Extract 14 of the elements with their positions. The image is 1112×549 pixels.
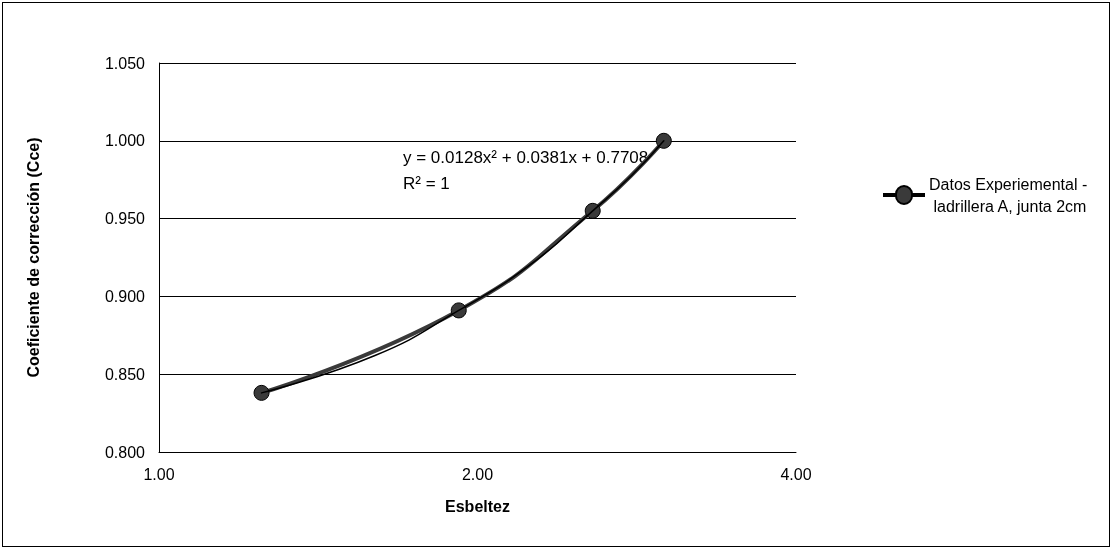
legend-label: Datos Experiemental - ladrillera A, junta 2cm (929, 175, 1088, 215)
x-axis-title: Esbeltez (445, 497, 510, 515)
x-tick-label: 1.00 (143, 465, 175, 483)
y-tick-label: 0.850 (104, 365, 146, 383)
annotation: R² = 1 (402, 174, 450, 193)
y-tick-label: 0.950 (104, 210, 146, 228)
y-tick-label: 1.050 (104, 54, 146, 72)
annotation: y = 0.0128x² + 0.0381x + 0.7708 (403, 148, 649, 167)
y-axis-title: Coeficiente de corrección (Cce) (24, 137, 42, 378)
y-tick-label: 0.900 (104, 287, 146, 305)
y-tick-label: 0.800 (104, 443, 146, 461)
x-tick-label: 2.00 (461, 465, 494, 483)
x-tick-label: 4.00 (780, 465, 812, 483)
y-tick-label: 1.000 (104, 132, 146, 150)
